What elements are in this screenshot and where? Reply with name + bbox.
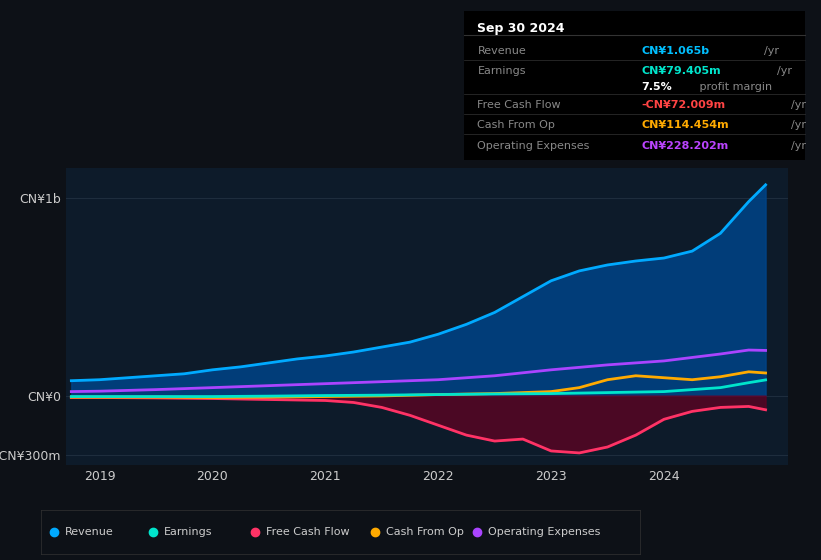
Text: CN¥114.454m: CN¥114.454m: [641, 120, 729, 130]
Text: CN¥228.202m: CN¥228.202m: [641, 141, 728, 151]
Text: -CN¥72.009m: -CN¥72.009m: [641, 100, 725, 110]
Text: /yr: /yr: [791, 100, 806, 110]
Text: Operating Expenses: Operating Expenses: [488, 527, 600, 537]
Text: CN¥1.065b: CN¥1.065b: [641, 46, 709, 56]
Text: CN¥79.405m: CN¥79.405m: [641, 66, 721, 76]
Text: profit margin: profit margin: [695, 82, 772, 92]
Text: Revenue: Revenue: [65, 527, 114, 537]
Text: Operating Expenses: Operating Expenses: [478, 141, 589, 151]
Text: Earnings: Earnings: [164, 527, 213, 537]
Text: Free Cash Flow: Free Cash Flow: [266, 527, 350, 537]
Text: /yr: /yr: [764, 46, 778, 56]
Text: Cash From Op: Cash From Op: [478, 120, 555, 130]
Text: /yr: /yr: [791, 120, 806, 130]
Text: 7.5%: 7.5%: [641, 82, 672, 92]
Text: Free Cash Flow: Free Cash Flow: [478, 100, 561, 110]
Text: /yr: /yr: [777, 66, 792, 76]
Text: Earnings: Earnings: [478, 66, 526, 76]
Text: Sep 30 2024: Sep 30 2024: [478, 22, 565, 35]
Text: Cash From Op: Cash From Op: [386, 527, 464, 537]
Text: Revenue: Revenue: [478, 46, 526, 56]
Text: /yr: /yr: [791, 141, 806, 151]
